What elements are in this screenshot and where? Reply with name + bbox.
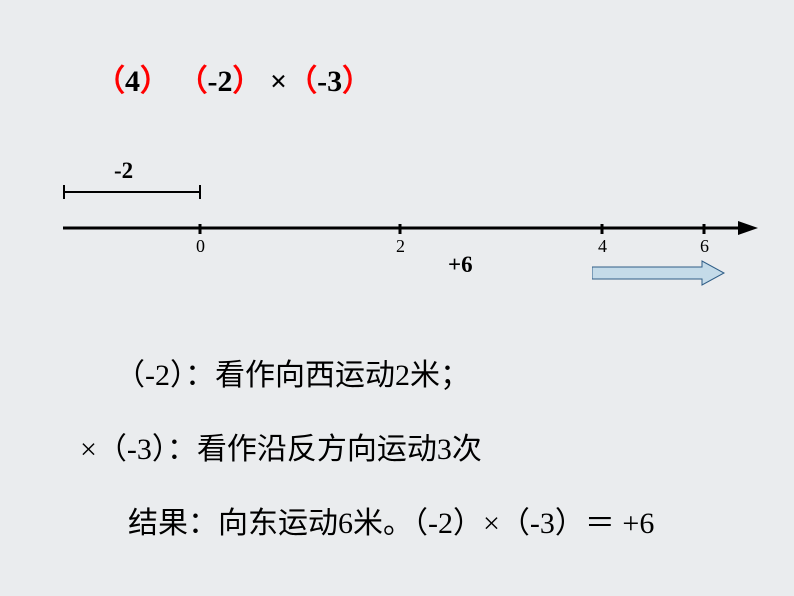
bracket-indicator bbox=[63, 183, 203, 206]
equation-title: （4） （-2） ×（-3） bbox=[95, 56, 372, 100]
direction-arrow bbox=[592, 260, 727, 291]
result-equation: （-2）×（-3）＝ +6 bbox=[413, 507, 654, 540]
tick-label-6: 6 bbox=[700, 236, 709, 257]
tick-label-4: 4 bbox=[598, 236, 607, 257]
result-text: 向东运动6米。 bbox=[218, 507, 413, 540]
tick-label-0: 0 bbox=[196, 236, 205, 257]
plus6-label: +6 bbox=[448, 252, 473, 278]
neg2: -2 bbox=[208, 65, 233, 98]
tick-label-2: 2 bbox=[396, 236, 405, 257]
four: 4 bbox=[125, 65, 140, 98]
bracket-label: -2 bbox=[114, 158, 133, 184]
paren-close-1: ） bbox=[140, 65, 170, 98]
paren-open-3: （ bbox=[287, 65, 317, 98]
neg3: -3 bbox=[317, 65, 342, 98]
result-label: 结果： bbox=[128, 507, 218, 540]
result-line: 结果：向东运动6米。（-2）×（-3）＝ +6 bbox=[128, 498, 654, 542]
number-line bbox=[63, 218, 763, 243]
paren-close-2: ） bbox=[233, 65, 263, 98]
explanation-line-2: ×（-3）：看作沿反方向运动3次 bbox=[80, 424, 482, 468]
mult-sign: × bbox=[270, 65, 287, 98]
explanation-line-1: （-2）：看作向西运动2米； bbox=[115, 350, 470, 394]
paren-close-3: ） bbox=[342, 65, 372, 98]
paren-open-1: （ bbox=[95, 65, 125, 98]
paren-open-2: （ bbox=[178, 65, 208, 98]
